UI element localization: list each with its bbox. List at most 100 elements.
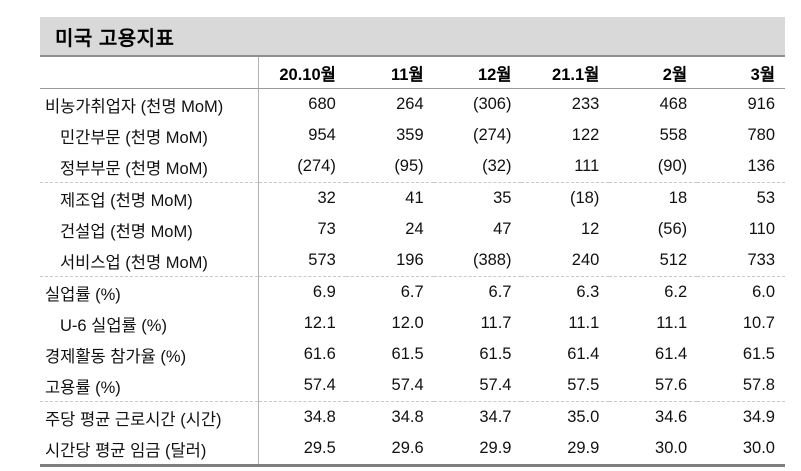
row-label: U-6 실업률 (%) [40,308,259,339]
employment-data-table: 20.10월 11월 12월 21.1월 2월 3월 비농가취업자 (천명 MoM) 680… [40,57,785,467]
table-row: 고용률 (%) 57.4 57.4 57.4 57.5 57.6 57.8 [40,370,785,402]
row-label: 주당 평균 근로시간 (시간) [40,401,259,433]
value-cell: 359 [396,126,424,144]
value-cell: 53 [756,189,775,207]
employment-table-section: 미국 고용지표 20.10월 11월 12월 21.1월 2월 3월 비농가취업자 (천명… [40,17,785,467]
value-cell: 6.2 [664,283,688,301]
value-cell: 57.6 [609,370,698,402]
value-cell: 61.4 [655,345,688,363]
value-cell: 264 [396,95,424,113]
value-cell: 12 [580,220,600,238]
value-cell: 6.7 [488,283,512,301]
header-row: 20.10월 11월 12월 21.1월 2월 3월 [40,57,785,89]
value-cell: 34.8 [303,408,336,426]
value-cell: 733 [697,245,785,277]
table-row: 정부부문 (천명 MoM) (274) (95) (32) 111 (90) 136 [40,151,785,183]
value-cell: 468 [659,95,688,113]
value-cell: 61.5 [391,345,424,363]
value-cell: 12.1 [303,314,336,332]
corner-cell [40,57,259,89]
value-cell: (274) [258,151,346,183]
value-cell: 30.0 [742,439,775,457]
column-header: 3월 [697,57,785,89]
value-cell: 57.5 [521,370,610,402]
value-cell: 61.5 [742,345,775,363]
table-title: 미국 고용지표 [55,27,175,50]
value-cell: 18 [668,189,688,207]
value-cell: 34.6 [655,408,688,426]
value-cell: 35.0 [567,408,600,426]
value-cell: 196 [345,245,434,277]
value-cell: 29.9 [479,439,512,457]
value-cell: 573 [258,245,346,277]
row-label: 서비스업 (천명 MoM) [40,245,259,277]
value-cell: 136 [697,151,785,183]
table-row: 제조업 (천명 MoM) 32 41 35 (18) 18 53 [40,182,785,214]
value-cell: 11.1 [568,314,600,332]
value-cell: 29.9 [567,439,600,457]
value-cell: (18) [569,189,600,207]
row-label: 고용률 (%) [40,370,259,402]
value-cell: (274) [472,126,512,144]
value-cell: 30.0 [655,439,688,457]
value-cell: 34.7 [479,408,512,426]
value-cell: 110 [748,220,775,238]
row-label: 실업률 (%) [40,276,259,308]
value-cell: 6.0 [752,283,775,301]
value-cell: 57.4 [345,370,434,402]
value-cell: 6.7 [400,283,424,301]
value-cell: 10.7 [742,314,775,332]
value-cell: 47 [493,220,512,238]
value-cell: 240 [521,245,610,277]
table-title-bar: 미국 고용지표 [40,17,785,57]
value-cell: 57.8 [697,370,785,402]
row-label: 시간당 평균 임금 (달러) [40,433,259,466]
column-header: 11월 [345,57,434,89]
value-cell: 512 [609,245,698,277]
value-cell: 233 [571,95,600,113]
value-cell: 73 [317,220,336,238]
table-row: 시간당 평균 임금 (달러) 29.5 29.6 29.9 29.9 30.0 30.0 [40,433,785,466]
table-row: 실업률 (%) 6.9 6.7 6.7 6.3 6.2 6.0 [40,276,785,308]
value-cell: 111 [521,151,610,183]
row-label: 비농가취업자 (천명 MoM) [40,88,259,120]
column-header: 12월 [433,57,522,89]
row-label: 제조업 (천명 MoM) [40,182,259,214]
table-row: 비농가취업자 (천명 MoM) 680 264 (306) 233 468 916 [40,88,785,120]
value-cell: 12.0 [391,314,424,332]
table-row: 주당 평균 근로시간 (시간) 34.8 34.8 34.7 35.0 34.6 34.9 [40,401,785,433]
table-row: U-6 실업률 (%) 12.1 12.0 11.7 11.1 11.1 10.7 [40,308,785,339]
value-cell: (32) [433,151,522,183]
value-cell: 680 [308,95,336,113]
value-cell: 34.8 [391,408,424,426]
value-cell: 11.7 [480,314,512,332]
value-cell: 61.6 [303,345,336,363]
column-header: 20.10월 [258,57,346,89]
value-cell: 954 [308,126,336,144]
row-label: 민간부문 (천명 MoM) [40,120,259,151]
value-cell: (306) [472,95,512,113]
row-label: 경제활동 참가율 (%) [40,339,259,370]
value-cell: 916 [747,95,775,113]
value-cell: (56) [657,220,688,238]
value-cell: 29.5 [303,439,336,457]
value-cell: 61.5 [479,345,512,363]
table-row: 민간부문 (천명 MoM) 954 359 (274) 122 558 780 [40,120,785,151]
value-cell: (90) [609,151,698,183]
value-cell: 34.9 [742,408,775,426]
column-header: 2월 [609,57,698,89]
value-cell: 780 [747,126,775,144]
row-label: 정부부문 (천명 MoM) [40,151,259,183]
value-cell: 24 [405,220,424,238]
row-label: 건설업 (천명 MoM) [40,214,259,245]
value-cell: 35 [493,189,512,207]
value-cell: 6.9 [312,283,336,301]
value-cell: 57.4 [258,370,346,402]
table-body: 비농가취업자 (천명 MoM) 680 264 (306) 233 468 916 민간부문 … [40,88,785,466]
value-cell: (95) [345,151,434,183]
value-cell: 29.6 [391,439,424,457]
value-cell: 122 [571,126,600,144]
table-row: 서비스업 (천명 MoM) 573 196 (388) 240 512 733 [40,245,785,277]
table-header: 20.10월 11월 12월 21.1월 2월 3월 [40,57,785,89]
